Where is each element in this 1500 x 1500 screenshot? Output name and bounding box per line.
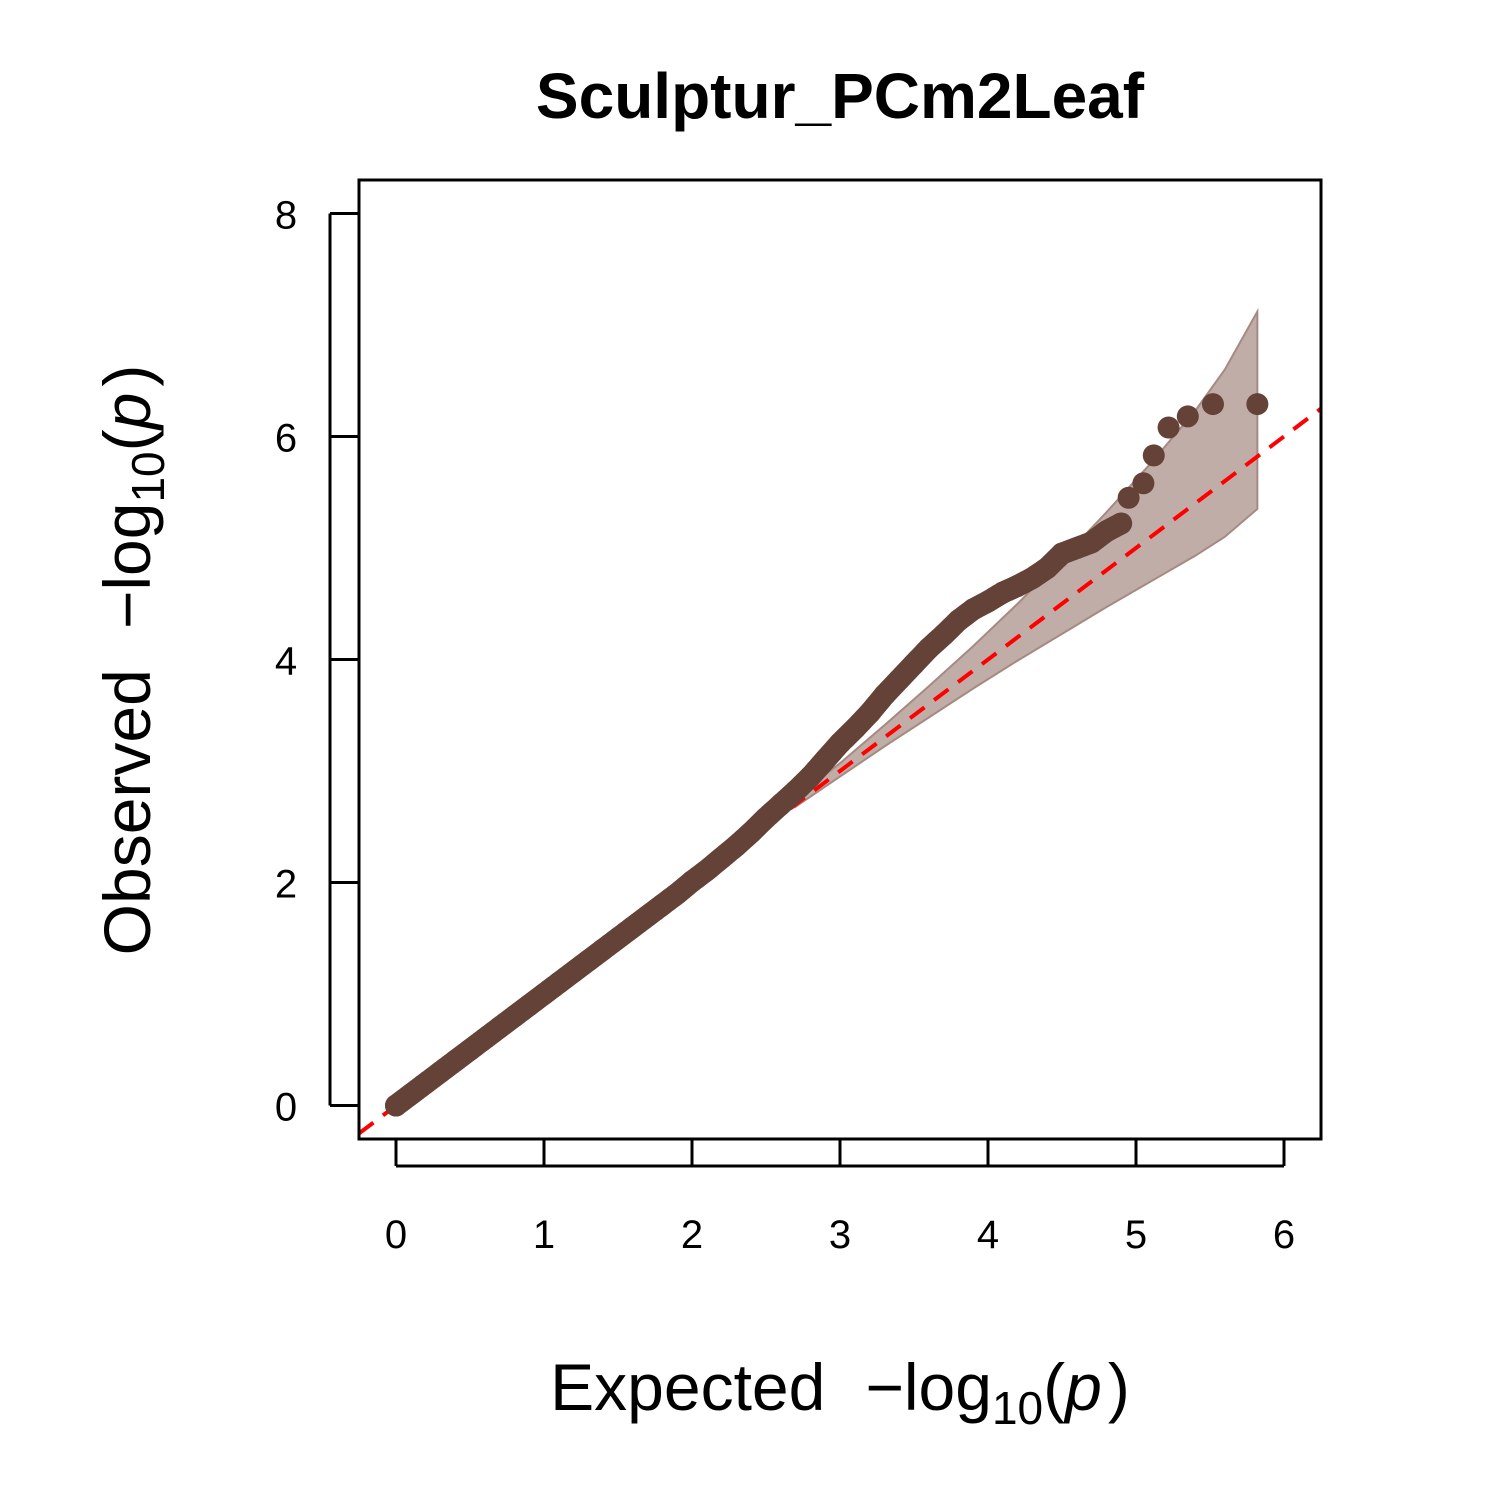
data-point — [695, 859, 718, 882]
data-point — [829, 732, 851, 755]
x-tick-label: 1 — [533, 1213, 555, 1257]
data-point — [1036, 557, 1059, 580]
data-point — [903, 652, 925, 675]
data-point — [1246, 393, 1269, 416]
x-tick-label: 6 — [1273, 1213, 1295, 1257]
y-tick-label: 0 — [275, 1086, 297, 1130]
x-axis-label-var: p — [1063, 1350, 1102, 1424]
x-axis-label-main: Expected — [550, 1350, 825, 1424]
data-point — [769, 793, 792, 816]
y-axis-label-open: ( — [90, 429, 164, 451]
x-axis-label-open: ( — [1043, 1350, 1065, 1424]
x-axis-label: Expected −log10(p) — [550, 1350, 1130, 1434]
data-point — [1157, 416, 1180, 439]
x-axis: 0 1 2 3 4 5 6 — [385, 1140, 1295, 1257]
data-point — [858, 702, 881, 725]
data-point — [888, 668, 911, 691]
data-point — [1201, 393, 1224, 416]
confidence-band — [794, 307, 1259, 809]
data-points — [385, 393, 1269, 1117]
data-point — [1110, 512, 1133, 535]
x-axis-label-prefix: −log — [865, 1350, 992, 1424]
data-point — [666, 882, 689, 905]
y-tick-label: 2 — [275, 863, 297, 907]
data-point — [740, 821, 763, 844]
data-point — [1132, 472, 1155, 495]
plot-area — [359, 307, 1321, 1136]
data-point — [917, 637, 940, 660]
plot-frame — [357, 178, 1323, 1141]
data-point — [843, 717, 866, 740]
data-point — [755, 806, 777, 829]
data-point — [799, 765, 822, 788]
x-tick-label: 0 — [385, 1213, 407, 1257]
data-point — [784, 780, 807, 803]
y-axis-label-prefix: −log — [90, 503, 164, 630]
data-point — [814, 748, 837, 771]
y-axis-label-var: p — [90, 393, 164, 432]
y-axis-label-subscript: 10 — [122, 451, 174, 502]
data-point — [873, 684, 896, 707]
y-tick-label: 4 — [275, 640, 297, 684]
x-tick-label: 3 — [829, 1213, 851, 1257]
y-axis-label: Observed −log10(p) — [90, 365, 174, 956]
y-axis-label-close: ) — [90, 365, 164, 387]
chart-title: Sculptur_PCm2Leaf — [536, 60, 1145, 132]
data-point — [932, 623, 955, 646]
y-tick-label: 8 — [275, 193, 297, 237]
y-tick-label: 6 — [275, 416, 297, 460]
x-tick-label: 4 — [977, 1213, 999, 1257]
x-axis-label-close: ) — [1108, 1350, 1130, 1424]
x-tick-label: 2 — [681, 1213, 703, 1257]
data-point — [1142, 444, 1165, 467]
x-axis-label-subscript: 10 — [992, 1382, 1043, 1434]
y-axis-label-main: Observed — [90, 669, 164, 955]
data-point — [710, 846, 733, 869]
reference-line — [359, 407, 1321, 1136]
y-axis: 0 2 4 6 8 — [275, 193, 358, 1130]
data-point — [1176, 405, 1199, 428]
data-point — [1117, 486, 1140, 509]
x-tick-label: 5 — [1125, 1213, 1147, 1257]
data-point — [725, 834, 748, 857]
